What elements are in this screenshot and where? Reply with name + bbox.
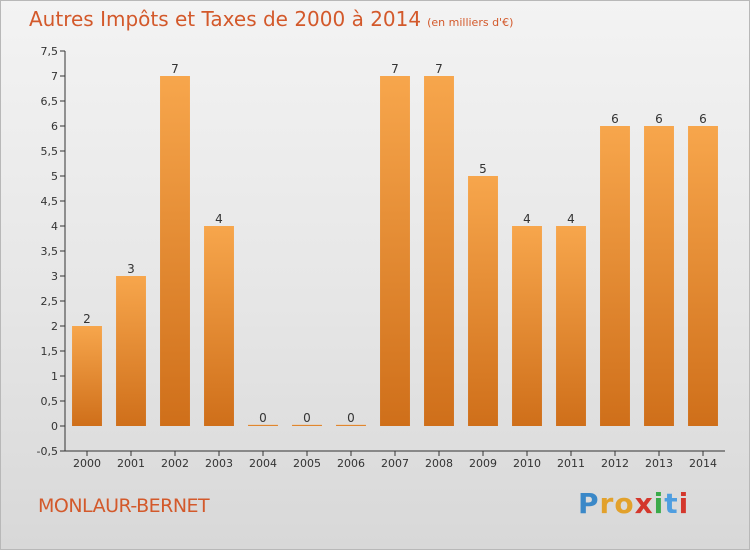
x-tick-label: 2010 bbox=[513, 457, 541, 470]
x-tick-label: 2007 bbox=[381, 457, 409, 470]
chart-title: Autres Impôts et Taxes de 2000 à 2014 (en… bbox=[29, 7, 513, 31]
bar bbox=[644, 126, 674, 426]
chart-axes: -0,500,511,522,533,544,555,566,577,52000… bbox=[37, 45, 725, 470]
y-tick-label: 6 bbox=[51, 120, 58, 133]
bar-value-label: 4 bbox=[523, 212, 531, 226]
bar bbox=[424, 76, 454, 426]
y-tick-label: 2 bbox=[51, 320, 58, 333]
bar-value-label: 6 bbox=[655, 112, 663, 126]
bar bbox=[556, 226, 586, 426]
x-tick-label: 2012 bbox=[601, 457, 629, 470]
bar-value-label: 5 bbox=[479, 162, 487, 176]
y-tick-label: 4 bbox=[51, 220, 58, 233]
chart-bars bbox=[72, 76, 718, 426]
brand-letter: t bbox=[664, 487, 679, 520]
y-tick-label: 1,5 bbox=[41, 345, 59, 358]
bar-value-label: 3 bbox=[127, 262, 135, 276]
y-tick-label: 5,5 bbox=[41, 145, 59, 158]
bar-value-label: 7 bbox=[435, 62, 443, 76]
chart-title-unit: (en milliers d'€) bbox=[427, 16, 514, 29]
bar-value-label: 0 bbox=[347, 411, 355, 425]
x-tick-label: 2004 bbox=[249, 457, 277, 470]
bar-value-label: 4 bbox=[215, 212, 223, 226]
bar bbox=[600, 126, 630, 426]
bar-value-label: 7 bbox=[391, 62, 399, 76]
y-tick-label: 0 bbox=[51, 420, 58, 433]
brand-letter: P bbox=[578, 487, 600, 520]
brand-letter: i bbox=[653, 487, 665, 520]
x-tick-label: 2006 bbox=[337, 457, 365, 470]
bar-value-label: 4 bbox=[567, 212, 575, 226]
bar bbox=[160, 76, 190, 426]
y-tick-label: 0,5 bbox=[41, 395, 59, 408]
bar bbox=[336, 424, 366, 426]
chart-value-labels: 2 3 7 4 0 0 0 7 7 5 4 4 6 6 6 bbox=[83, 62, 707, 425]
bar-value-label: 2 bbox=[83, 312, 91, 326]
y-tick-label: 7,5 bbox=[41, 45, 59, 58]
bar bbox=[380, 76, 410, 426]
y-tick-label: 4,5 bbox=[41, 195, 59, 208]
y-tick-label: 3 bbox=[51, 270, 58, 283]
bar-value-label: 0 bbox=[303, 411, 311, 425]
x-tick-label: 2014 bbox=[689, 457, 717, 470]
y-tick-label: 5 bbox=[51, 170, 58, 183]
bar-value-label: 0 bbox=[259, 411, 267, 425]
x-tick-label: 2011 bbox=[557, 457, 585, 470]
bar bbox=[512, 226, 542, 426]
y-tick-label: 6,5 bbox=[41, 95, 59, 108]
brand-letter: i bbox=[678, 487, 690, 520]
y-tick-label: 1 bbox=[51, 370, 58, 383]
bar-value-label: 6 bbox=[611, 112, 619, 126]
chart-title-text: Autres Impôts et Taxes de 2000 à 2014 bbox=[29, 7, 422, 31]
bar bbox=[248, 424, 278, 426]
brand-logo: Proxiti bbox=[578, 487, 689, 520]
bar bbox=[116, 276, 146, 426]
x-tick-label: 2001 bbox=[117, 457, 145, 470]
x-tick-label: 2002 bbox=[161, 457, 189, 470]
brand-letter: x bbox=[634, 487, 654, 520]
y-tick-label: 3,5 bbox=[41, 245, 59, 258]
bar bbox=[292, 424, 322, 426]
x-tick-label: 2008 bbox=[425, 457, 453, 470]
y-tick-label: -0,5 bbox=[37, 445, 58, 458]
bar bbox=[468, 176, 498, 426]
x-tick-label: 2000 bbox=[73, 457, 101, 470]
y-tick-label: 7 bbox=[51, 70, 58, 83]
brand-letter: o bbox=[614, 487, 635, 520]
bar bbox=[688, 126, 718, 426]
bar-value-label: 7 bbox=[171, 62, 179, 76]
x-tick-label: 2003 bbox=[205, 457, 233, 470]
commune-name: MONLAUR-BERNET bbox=[38, 495, 210, 517]
x-tick-label: 2009 bbox=[469, 457, 497, 470]
bar-value-label: 6 bbox=[699, 112, 707, 126]
bar bbox=[204, 226, 234, 426]
bar bbox=[72, 326, 102, 426]
x-tick-label: 2005 bbox=[293, 457, 321, 470]
brand-letter: r bbox=[599, 487, 615, 520]
x-tick-label: 2013 bbox=[645, 457, 673, 470]
y-tick-label: 2,5 bbox=[41, 295, 59, 308]
